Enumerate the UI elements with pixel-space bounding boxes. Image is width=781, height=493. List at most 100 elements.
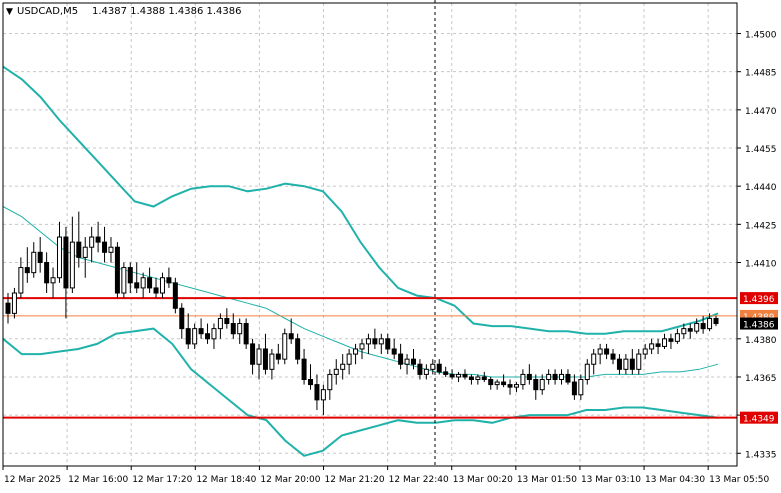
- candle: [687, 323, 693, 339]
- candle: [340, 354, 346, 380]
- candle: [372, 328, 378, 349]
- candle: [243, 318, 249, 349]
- time-tick-label: 12 Mar 20:00: [260, 475, 320, 485]
- dropdown-arrow-icon[interactable]: ▼: [6, 7, 13, 17]
- time-tick-label: 13 Mar 00:20: [453, 475, 513, 485]
- candle: [494, 379, 500, 390]
- price-tick-label: 1.4425: [745, 221, 777, 231]
- bollinger-lower-line: [2, 327, 719, 457]
- price-tick-label: 1.4485: [745, 69, 777, 79]
- candle: [507, 379, 513, 395]
- candle: [462, 369, 468, 380]
- candle: [192, 323, 198, 349]
- level-lines: [3, 297, 737, 419]
- bollinger-upper-line: [2, 65, 719, 335]
- price-tick-label: 1.4335: [745, 450, 777, 460]
- level-price-tag: [740, 292, 778, 305]
- candle: [256, 343, 262, 380]
- candle: [44, 252, 50, 294]
- candle: [205, 323, 211, 344]
- level-price-label: 1.4396: [743, 295, 775, 305]
- candle: [385, 333, 391, 355]
- candle: [295, 333, 301, 365]
- candle: [359, 338, 365, 360]
- candle: [69, 216, 75, 294]
- candle: [365, 333, 371, 355]
- candle: [616, 354, 622, 375]
- candle: [37, 237, 43, 273]
- candle: [378, 333, 384, 355]
- price-tick-label: 1.4380: [745, 336, 777, 346]
- candle: [333, 359, 339, 385]
- candle: [694, 318, 700, 334]
- time-tick-label: 13 Mar 04:30: [645, 475, 705, 485]
- candle: [63, 226, 69, 319]
- ohlc-readout: 1.4387 1.4388 1.4386 1.4386: [92, 6, 242, 17]
- candle: [417, 359, 423, 380]
- candle: [224, 308, 230, 329]
- candle: [449, 369, 455, 380]
- candle: [108, 237, 114, 263]
- candle: [31, 242, 37, 278]
- candle: [662, 333, 668, 349]
- candle: [198, 318, 204, 339]
- candle: [571, 374, 577, 400]
- candle: [172, 277, 178, 314]
- symbol-label: USDCAD,M5: [17, 6, 78, 17]
- price-axis: 1.4500 1.4485 1.4470 1.4455 1.4440 1.4425 1.44…: [737, 31, 778, 460]
- candle: [443, 366, 449, 377]
- price-tick-label: 1.4455: [745, 145, 777, 155]
- time-tick-label: 13 Mar 03:10: [581, 475, 641, 485]
- candle: [147, 267, 153, 294]
- candle: [159, 272, 165, 299]
- chart-header: ▼ USDCAD,M5 1.4387 1.4388 1.4386 1.4386: [6, 6, 242, 17]
- price-tick-label: 1.4440: [745, 183, 777, 193]
- grid: [3, 3, 737, 466]
- bollinger-bands: [2, 65, 719, 457]
- candle: [513, 382, 519, 393]
- candle: [185, 313, 191, 349]
- candle: [629, 348, 635, 375]
- candle: [140, 272, 146, 299]
- candle: [559, 369, 565, 385]
- time-tick-label: 12 Mar 21:20: [325, 475, 385, 485]
- candle: [127, 262, 133, 294]
- price-tick-label: 1.4365: [745, 374, 777, 384]
- candle: [102, 226, 108, 263]
- candle: [269, 348, 275, 380]
- candle: [642, 343, 648, 360]
- candle: [24, 247, 30, 283]
- candle: [153, 277, 159, 299]
- candle: [308, 364, 314, 390]
- plot-frame: [2, 2, 738, 467]
- candle: [604, 343, 610, 360]
- bollinger-middle-line: [2, 206, 719, 378]
- candle: [301, 348, 307, 385]
- price-tick-label: 1.4470: [745, 107, 777, 117]
- time-tick-label: 12 Mar 2025: [4, 475, 61, 485]
- candle: [166, 267, 172, 288]
- level-price-label: 1.4386: [743, 321, 775, 331]
- level-price-tag: [740, 411, 778, 424]
- candle: [275, 343, 281, 365]
- candle: [314, 374, 320, 411]
- candle: [217, 313, 223, 339]
- candle: [488, 376, 494, 390]
- price-tick-label: 1.4500: [745, 31, 777, 41]
- candle: [288, 318, 294, 344]
- candle: [423, 364, 429, 380]
- price-tick-label: 1.4410: [745, 259, 777, 269]
- candle: [546, 369, 552, 385]
- time-tick-label: 13 Mar 01:50: [517, 475, 577, 485]
- candle: [668, 333, 674, 349]
- candle: [262, 333, 268, 375]
- candle: [282, 328, 288, 365]
- candle: [56, 221, 62, 283]
- candle: [468, 374, 474, 385]
- candle: [327, 369, 333, 400]
- candle: [5, 293, 11, 324]
- candle: [707, 313, 713, 332]
- candle: [250, 338, 256, 375]
